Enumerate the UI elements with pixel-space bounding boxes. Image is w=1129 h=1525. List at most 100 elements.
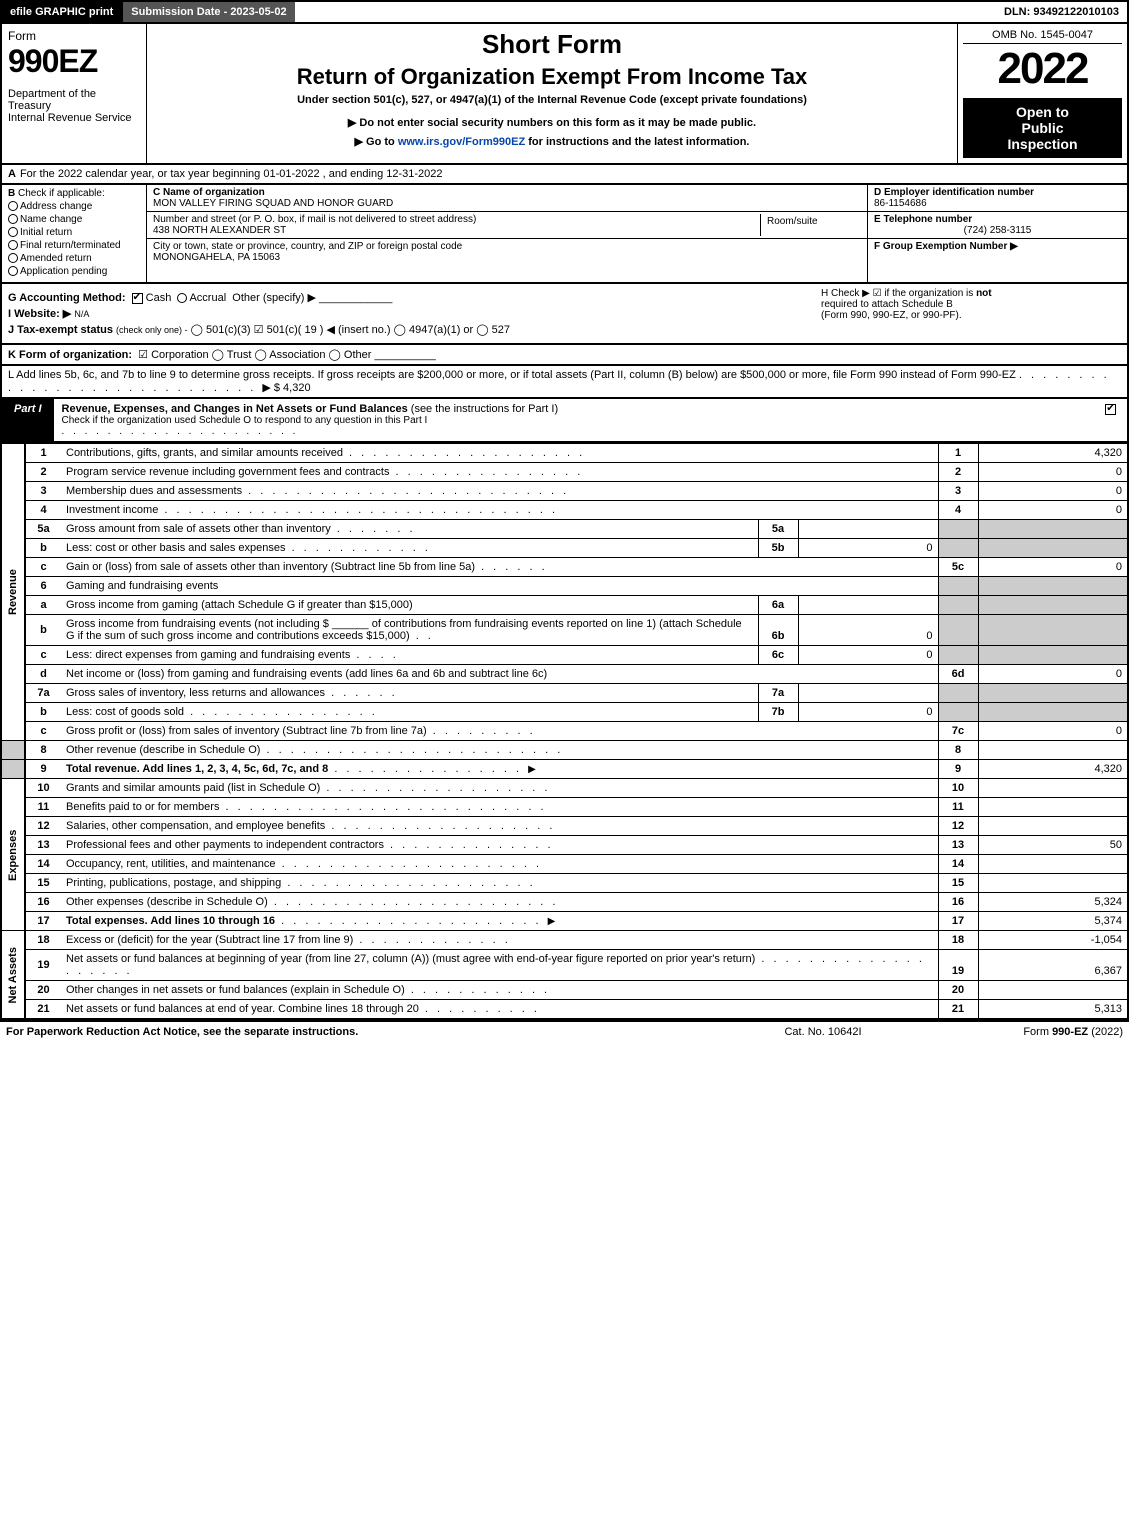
footer-center: Cat. No. 10642I <box>723 1026 923 1038</box>
ln17-no: 17 <box>25 912 61 931</box>
ln10-no: 10 <box>25 779 61 798</box>
ln17-desc: Total expenses. Add lines 10 through 16 <box>66 915 275 927</box>
ln15-desc: Printing, publications, postage, and shi… <box>66 877 281 889</box>
ln9-arrow: ▶ <box>528 764 536 775</box>
h-text3: (Form 990, 990-EZ, or 990-PF). <box>821 310 962 321</box>
g-opt-2: Other (specify) ▶ <box>232 292 316 304</box>
ln3-no: 3 <box>25 482 61 501</box>
open-line3: Inspection <box>969 136 1116 152</box>
ln1-num: 1 <box>938 444 978 463</box>
ln7c-num: 7c <box>938 722 978 741</box>
ln5c-num: 5c <box>938 558 978 577</box>
b-item-3: Final return/terminated <box>20 240 121 251</box>
ln5a-desc: Gross amount from sale of assets other t… <box>66 523 331 535</box>
ln7c-desc: Gross profit or (loss) from sales of inv… <box>66 725 427 737</box>
chk-cash[interactable] <box>132 293 143 304</box>
ln9-desc: Total revenue. Add lines 1, 2, 3, 4, 5c,… <box>66 763 328 775</box>
ln5b-subval: 0 <box>798 539 938 558</box>
ln2-val: 0 <box>978 463 1128 482</box>
chk-address-change[interactable] <box>8 201 18 211</box>
ln17-val: 5,374 <box>978 912 1128 931</box>
ln5c-val: 0 <box>978 558 1128 577</box>
chk-amended[interactable] <box>8 253 18 263</box>
ln12-desc: Salaries, other compensation, and employ… <box>66 820 325 832</box>
ln11-desc: Benefits paid to or for members <box>66 801 219 813</box>
ln6c-sub: 6c <box>758 646 798 665</box>
ln12-no: 12 <box>25 817 61 836</box>
goto-post: for instructions and the latest informat… <box>525 136 749 148</box>
ln13-desc: Professional fees and other payments to … <box>66 839 384 851</box>
irs-link[interactable]: www.irs.gov/Form990EZ <box>398 136 525 148</box>
omb-number: OMB No. 1545-0047 <box>963 29 1122 44</box>
h-text2: required to attach Schedule B <box>821 299 953 310</box>
ln10-desc: Grants and similar amounts paid (list in… <box>66 782 320 794</box>
row-a-text: For the 2022 calendar year, or tax year … <box>20 168 443 180</box>
ln5b-sub: 5b <box>758 539 798 558</box>
ssn-warning: ▶ Do not enter social security numbers o… <box>157 116 947 129</box>
ln20-no: 20 <box>25 981 61 1000</box>
g-label: G Accounting Method: <box>8 292 126 304</box>
chk-accrual[interactable] <box>177 293 187 303</box>
c-name-label: C Name of organization <box>153 187 265 198</box>
ln6c-no: c <box>25 646 61 665</box>
ln4-desc: Investment income <box>66 504 158 516</box>
chk-pending[interactable] <box>8 266 18 276</box>
ln4-no: 4 <box>25 501 61 520</box>
ln21-num: 21 <box>938 1000 978 1020</box>
part1-titlesub: (see the instructions for Part I) <box>411 403 558 415</box>
i-label: I Website: ▶ <box>8 308 71 320</box>
chk-final-return[interactable] <box>8 240 18 250</box>
ln16-val: 5,324 <box>978 893 1128 912</box>
part1-header: Part I Revenue, Expenses, and Changes in… <box>0 399 1129 443</box>
ln21-val: 5,313 <box>978 1000 1128 1020</box>
part1-tab: Part I <box>2 399 54 441</box>
chk-name-change[interactable] <box>8 214 18 224</box>
efile-label[interactable]: efile GRAPHIC print <box>2 2 121 22</box>
ln9-val: 4,320 <box>978 760 1128 779</box>
ln6c-desc: Less: direct expenses from gaming and fu… <box>66 649 350 661</box>
h-not: not <box>976 288 992 299</box>
d-label: D Employer identification number <box>874 187 1034 198</box>
ln5a-sub: 5a <box>758 520 798 539</box>
ln18-no: 18 <box>25 931 61 950</box>
open-line1: Open to <box>969 104 1116 120</box>
ln4-num: 4 <box>938 501 978 520</box>
ln14-desc: Occupancy, rent, utilities, and maintena… <box>66 858 276 870</box>
ln9-num: 9 <box>938 760 978 779</box>
j-small: (check only one) - <box>116 325 188 335</box>
ln14-val <box>978 855 1128 874</box>
ln5a-no: 5a <box>25 520 61 539</box>
org-name: MON VALLEY FIRING SQUAD AND HONOR GUARD <box>153 198 393 209</box>
ln19-val: 6,367 <box>978 950 1128 981</box>
short-form-title: Short Form <box>157 29 947 60</box>
ln18-val: -1,054 <box>978 931 1128 950</box>
l-val: ▶ $ 4,320 <box>262 382 310 394</box>
block-bcdef: B Check if applicable: Address change Na… <box>0 185 1129 284</box>
ln3-desc: Membership dues and assessments <box>66 485 242 497</box>
tax-year: 2022 <box>963 44 1122 94</box>
ln8-val <box>978 741 1128 760</box>
col-def: D Employer identification number 86-1154… <box>867 185 1127 282</box>
chk-initial-return[interactable] <box>8 227 18 237</box>
ln7a-desc: Gross sales of inventory, less returns a… <box>66 687 325 699</box>
org-address: 438 NORTH ALEXANDER ST <box>153 225 286 236</box>
ln20-desc: Other changes in net assets or fund bala… <box>66 984 405 996</box>
ln6a-subval <box>798 596 938 615</box>
part1-checkbox[interactable] <box>1105 404 1116 415</box>
ln7a-no: 7a <box>25 684 61 703</box>
footer-right-form: 990-EZ <box>1052 1026 1088 1038</box>
ln11-num: 11 <box>938 798 978 817</box>
ln8-desc: Other revenue (describe in Schedule O) <box>66 744 260 756</box>
ln10-val <box>978 779 1128 798</box>
ln2-desc: Program service revenue including govern… <box>66 466 389 478</box>
ln18-num: 18 <box>938 931 978 950</box>
ln1-no: 1 <box>25 444 61 463</box>
c-city-label: City or town, state or province, country… <box>153 241 462 252</box>
ln11-no: 11 <box>25 798 61 817</box>
submission-date: Submission Date - 2023-05-02 <box>121 2 294 22</box>
ln17-arrow: ▶ <box>548 916 556 927</box>
ln11-val <box>978 798 1128 817</box>
part1-title: Revenue, Expenses, and Changes in Net As… <box>62 403 408 415</box>
lines-table: Revenue 1 Contributions, gifts, grants, … <box>0 443 1129 1020</box>
ln5b-desc: Less: cost or other basis and sales expe… <box>66 542 286 554</box>
